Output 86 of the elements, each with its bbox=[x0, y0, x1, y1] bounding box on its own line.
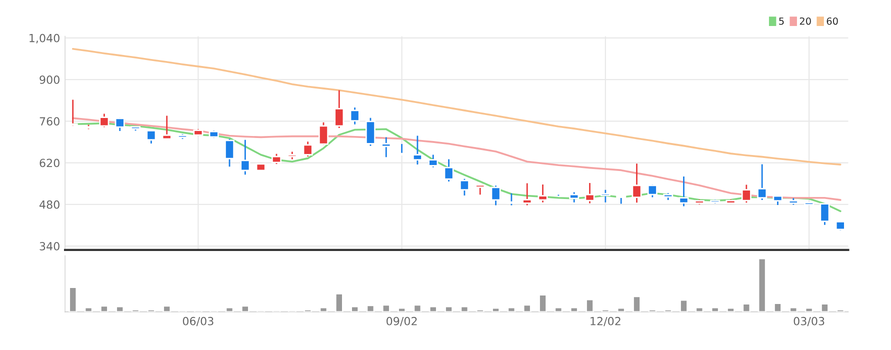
bar bbox=[789, 306, 798, 312]
candlestick bbox=[835, 220, 846, 231]
y-tick-label: 900 bbox=[40, 75, 60, 84]
candlestick bbox=[318, 122, 328, 146]
legend-label: 20 bbox=[800, 17, 811, 25]
bar bbox=[648, 309, 657, 312]
bar bbox=[632, 296, 641, 312]
bar bbox=[758, 258, 766, 312]
bar bbox=[554, 306, 563, 312]
candlestick bbox=[647, 184, 658, 198]
candlestick bbox=[240, 139, 250, 176]
candlestick bbox=[678, 176, 689, 207]
line-series bbox=[72, 48, 842, 166]
candlestick bbox=[820, 202, 830, 226]
bar bbox=[820, 303, 829, 312]
candlestick bbox=[146, 130, 156, 144]
bar bbox=[538, 294, 548, 312]
candlestick bbox=[114, 117, 125, 132]
bar bbox=[492, 307, 500, 312]
bar bbox=[586, 298, 594, 312]
bar bbox=[476, 309, 484, 312]
bar bbox=[240, 305, 250, 312]
x-tick-label: 09/02 bbox=[386, 316, 417, 326]
y-tick-label: 480 bbox=[40, 200, 60, 209]
bar bbox=[146, 309, 156, 312]
candlestick bbox=[412, 135, 422, 166]
candlestick bbox=[99, 113, 110, 128]
bar bbox=[522, 304, 532, 312]
bar bbox=[616, 307, 626, 312]
candlestick bbox=[459, 178, 470, 196]
bar bbox=[366, 304, 375, 312]
bar bbox=[350, 306, 360, 312]
bar bbox=[398, 307, 406, 312]
candlestick bbox=[381, 136, 392, 158]
bar bbox=[726, 307, 735, 312]
candlestick bbox=[600, 189, 610, 204]
candlestick bbox=[757, 164, 768, 201]
bar bbox=[162, 305, 172, 312]
candlestick bbox=[584, 182, 595, 204]
legend-label: 5 bbox=[779, 18, 784, 25]
bar bbox=[836, 309, 845, 312]
bar bbox=[413, 304, 422, 312]
bar bbox=[428, 306, 438, 312]
bar bbox=[116, 306, 124, 312]
candlestick bbox=[302, 140, 313, 158]
bar bbox=[334, 293, 344, 312]
candlestick bbox=[162, 115, 172, 140]
bar bbox=[131, 309, 140, 312]
bar bbox=[601, 309, 610, 312]
bar bbox=[664, 309, 672, 312]
x-tick-label: 06/03 bbox=[182, 316, 214, 326]
bar bbox=[100, 305, 108, 312]
candlestick bbox=[334, 90, 344, 129]
y-tick-label: 1,040 bbox=[30, 34, 60, 44]
bar bbox=[742, 303, 751, 312]
bar bbox=[680, 299, 688, 312]
bar bbox=[804, 307, 814, 312]
candlestick bbox=[428, 154, 438, 168]
candlestick bbox=[444, 158, 454, 182]
bar bbox=[68, 286, 78, 312]
candlestick bbox=[569, 192, 580, 204]
bar bbox=[570, 306, 578, 312]
bar bbox=[774, 302, 782, 312]
candlestick bbox=[538, 184, 548, 204]
bar bbox=[507, 306, 516, 312]
legend-label: 60 bbox=[826, 17, 838, 25]
candlestick bbox=[272, 153, 282, 165]
candlestick bbox=[365, 117, 376, 147]
y-tick-label: 760 bbox=[40, 117, 60, 126]
bar bbox=[710, 306, 720, 312]
line-series bbox=[72, 117, 842, 201]
candlestick bbox=[490, 184, 501, 206]
bar bbox=[695, 306, 704, 312]
y-tick-label: 620 bbox=[40, 158, 60, 168]
bar bbox=[444, 306, 454, 312]
candlestick bbox=[522, 182, 532, 206]
candlestick bbox=[741, 184, 752, 204]
candlestick bbox=[350, 106, 360, 126]
x-tick-label: 03/03 bbox=[794, 316, 824, 326]
x-tick-label: 12/02 bbox=[590, 316, 620, 326]
bar bbox=[382, 304, 390, 312]
candlestick bbox=[224, 138, 235, 168]
bar bbox=[304, 309, 312, 312]
y-tick-label: 340 bbox=[40, 242, 60, 250]
bar bbox=[84, 306, 93, 312]
candlestick bbox=[632, 162, 642, 204]
